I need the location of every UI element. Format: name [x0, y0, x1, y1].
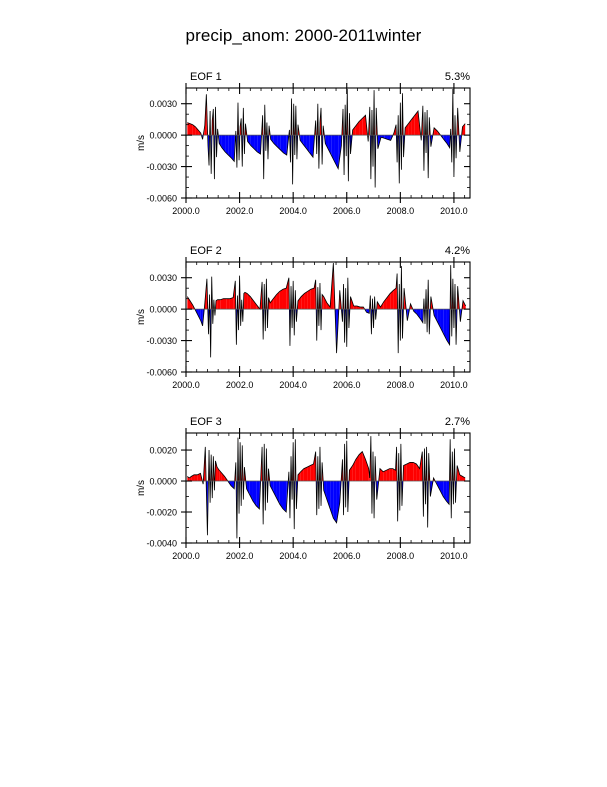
x-axis: 2000.0 2002.0 2004.0 2006.0 2008.0 2010.0 [172, 83, 468, 216]
x-tick-label: 2000.0 [172, 206, 200, 216]
x-tick-label: 2002.0 [226, 206, 254, 216]
x-tick-label: 2008.0 [387, 380, 415, 390]
variance-label: 4.2% [445, 245, 470, 257]
y-axis-label: m/s [136, 135, 147, 151]
y-axis: 0.0030 0.0000 -0.0030 -0.0060 [146, 99, 470, 204]
y-tick-label: -0.0060 [146, 368, 177, 378]
y-axis: 0.0030 0.0000 -0.0030 -0.0060 [146, 273, 470, 378]
series-outline [187, 436, 466, 539]
y-tick-label: 0.0020 [149, 446, 177, 456]
x-axis: 2000.0 2002.0 2004.0 2006.0 2008.0 2010.0 [172, 428, 468, 561]
x-tick-label: 2004.0 [279, 206, 307, 216]
variance-label: 2.7% [445, 416, 470, 428]
y-tick-label: 0.0000 [149, 305, 177, 315]
y-tick-label: 0.0000 [149, 477, 177, 487]
y-tick-label: -0.0030 [146, 162, 177, 172]
y-tick-label: 0.0030 [149, 273, 177, 283]
x-tick-label: 2008.0 [387, 206, 415, 216]
x-tick-label: 2006.0 [333, 380, 361, 390]
x-tick-label: 2004.0 [279, 380, 307, 390]
x-tick-label: 2002.0 [226, 380, 254, 390]
plot-frame [185, 432, 471, 544]
x-tick-label: 2000.0 [172, 551, 200, 561]
x-tick-label: 2004.0 [279, 551, 307, 561]
x-tick-label: 2010.0 [440, 206, 468, 216]
y-tick-label: -0.0040 [146, 539, 177, 549]
variance-label: 5.3% [445, 71, 470, 83]
y-tick-label: -0.0020 [146, 508, 177, 518]
panel-label: EOF 1 [190, 71, 222, 83]
y-tick-label: 0.0000 [149, 131, 177, 141]
y-axis: 0.0020 0.0000 -0.0020 -0.0040 [146, 446, 470, 549]
x-tick-label: 2010.0 [440, 551, 468, 561]
x-tick-label: 2008.0 [387, 551, 415, 561]
series-outline [187, 263, 467, 358]
plot-frame [185, 87, 471, 199]
y-tick-label: 0.0030 [149, 99, 177, 109]
panel-label: EOF 3 [190, 416, 222, 428]
plot-frame [185, 261, 471, 373]
y-tick-label: -0.0060 [146, 194, 177, 204]
y-tick-label: -0.0030 [146, 336, 177, 346]
x-tick-label: 2006.0 [333, 551, 361, 561]
y-axis-label: m/s [136, 480, 147, 496]
figure-title: precip_anom: 2000-2011winter [185, 26, 422, 45]
x-axis: 2000.0 2002.0 2004.0 2006.0 2008.0 2010.0 [172, 257, 468, 390]
x-tick-label: 2000.0 [172, 380, 200, 390]
y-axis-label: m/s [136, 309, 147, 325]
x-tick-label: 2006.0 [333, 206, 361, 216]
x-tick-label: 2002.0 [226, 551, 254, 561]
x-tick-label: 2010.0 [440, 380, 468, 390]
panel-label: EOF 2 [190, 245, 222, 257]
